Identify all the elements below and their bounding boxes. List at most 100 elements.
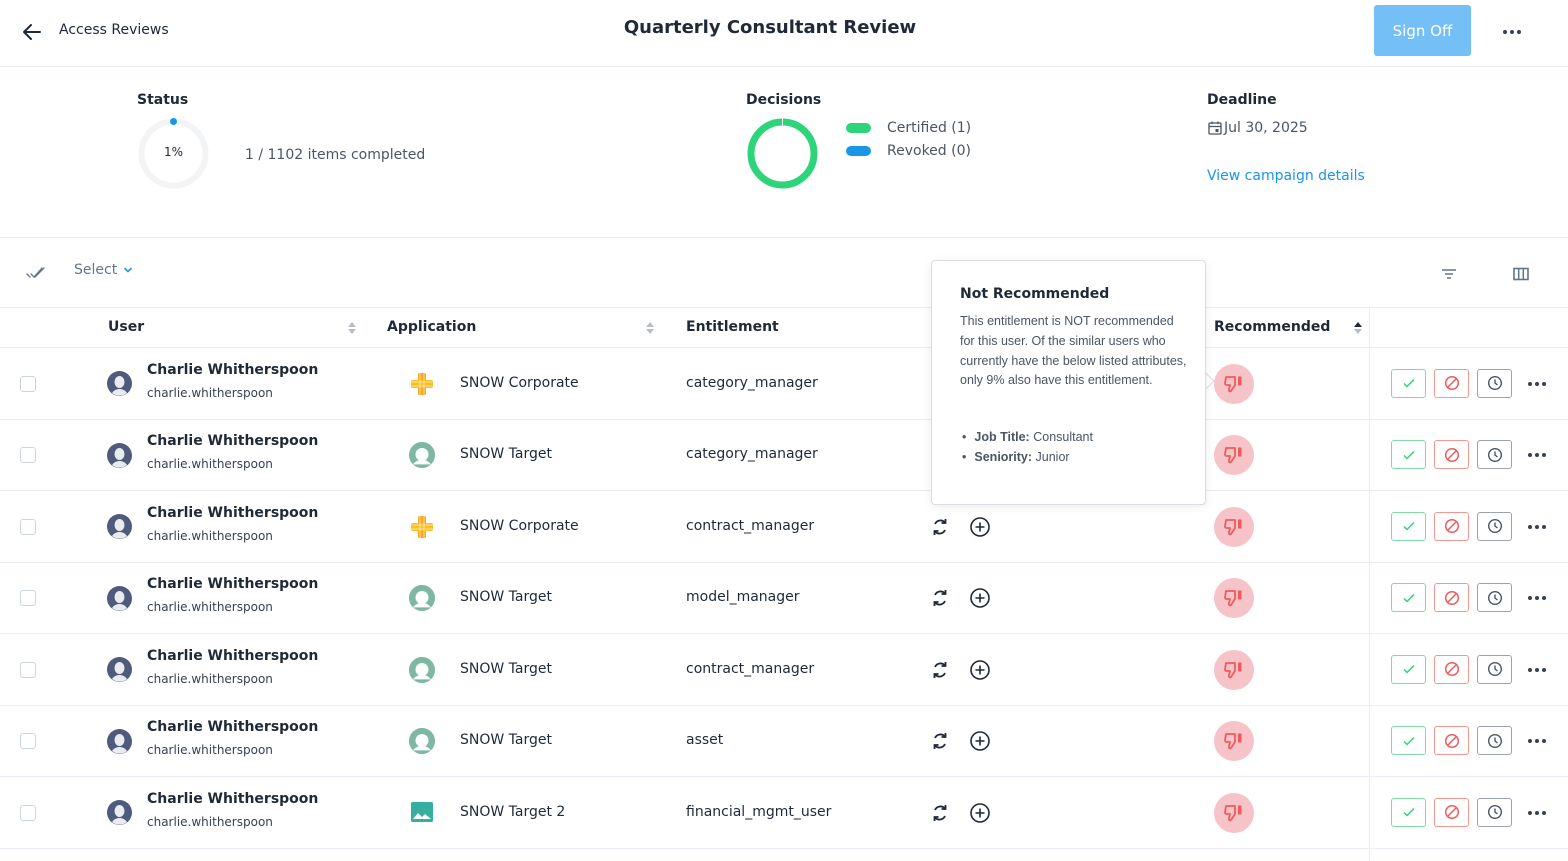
- row-checkbox[interactable]: [20, 661, 36, 678]
- refresh-icon[interactable]: [929, 659, 951, 681]
- column-application[interactable]: Application: [387, 319, 477, 335]
- user-name[interactable]: Charlie Whitherspoon: [147, 790, 319, 807]
- user-id: charlie.whitherspoon: [147, 385, 273, 400]
- recommendation-popover: Not Recommended This entitlement is NOT …: [931, 260, 1206, 505]
- revoke-button[interactable]: [1434, 440, 1469, 470]
- not-recommended-badge[interactable]: [1214, 578, 1254, 619]
- row-checkbox[interactable]: [20, 804, 36, 821]
- legend-certified: Certified (1): [846, 120, 971, 136]
- target-app-icon: [408, 727, 436, 755]
- approve-button[interactable]: [1391, 797, 1426, 827]
- user-name[interactable]: Charlie Whitherspoon: [147, 504, 319, 521]
- approve-button[interactable]: [1391, 654, 1426, 684]
- user-name[interactable]: Charlie Whitherspoon: [147, 719, 319, 736]
- user-name[interactable]: Charlie Whitherspoon: [147, 433, 319, 450]
- column-entitlement[interactable]: Entitlement: [686, 319, 779, 335]
- refresh-icon[interactable]: [929, 516, 951, 538]
- row-checkbox[interactable]: [20, 447, 36, 464]
- row-more-icon[interactable]: [1525, 376, 1549, 392]
- row-checkbox[interactable]: [20, 518, 36, 535]
- sort-icon[interactable]: [347, 320, 357, 336]
- add-circle-icon[interactable]: [969, 587, 991, 609]
- defer-button[interactable]: [1477, 654, 1512, 684]
- not-recommended-badge[interactable]: [1214, 792, 1254, 833]
- user-avatar-icon: [107, 585, 132, 611]
- not-recommended-badge[interactable]: [1214, 721, 1254, 762]
- refresh-icon[interactable]: [929, 730, 951, 752]
- deadline-value: Jul 30, 2025: [1224, 120, 1308, 136]
- thumbs-down-icon: [1224, 375, 1242, 393]
- add-circle-icon[interactable]: [969, 659, 991, 681]
- add-circle-icon[interactable]: [969, 730, 991, 752]
- user-name[interactable]: Charlie Whitherspoon: [147, 576, 319, 593]
- clock-icon: [1487, 805, 1502, 820]
- row-more-icon[interactable]: [1525, 733, 1549, 749]
- application-name: SNOW Target: [460, 589, 552, 606]
- defer-button[interactable]: [1477, 440, 1512, 470]
- revoke-button[interactable]: [1434, 726, 1469, 756]
- more-options-icon[interactable]: [1498, 20, 1526, 44]
- view-campaign-details-link[interactable]: View campaign details: [1207, 168, 1365, 184]
- approve-button[interactable]: [1391, 583, 1426, 613]
- application-name: SNOW Corporate: [460, 374, 579, 391]
- row-checkbox[interactable]: [20, 733, 36, 750]
- not-recommended-badge[interactable]: [1214, 363, 1254, 404]
- sort-ascending-icon[interactable]: [1353, 320, 1363, 336]
- row-checkbox[interactable]: [20, 375, 36, 392]
- revoke-button[interactable]: [1434, 797, 1469, 827]
- approve-button[interactable]: [1391, 440, 1426, 470]
- block-icon: [1444, 447, 1459, 462]
- defer-button[interactable]: [1477, 368, 1512, 398]
- block-icon: [1444, 376, 1459, 391]
- column-recommended[interactable]: Recommended: [1214, 319, 1331, 335]
- table-row: Charlie Whitherspoon charlie.whitherspoo…: [0, 634, 1568, 706]
- page-header: Access Reviews Quarterly Consultant Revi…: [0, 0, 1568, 67]
- attribute-seniority: Seniority: Junior: [962, 447, 1093, 467]
- columns-icon[interactable]: [1513, 266, 1529, 285]
- summary-panel: [0, 67, 1568, 238]
- status-label: Status: [137, 92, 189, 108]
- approve-button[interactable]: [1391, 726, 1426, 756]
- refresh-icon[interactable]: [929, 587, 951, 609]
- row-more-icon[interactable]: [1525, 519, 1549, 535]
- defer-button[interactable]: [1477, 583, 1512, 613]
- add-circle-icon[interactable]: [969, 516, 991, 538]
- double-check-icon[interactable]: [26, 265, 46, 284]
- certified-swatch: [846, 123, 871, 133]
- sign-off-button[interactable]: Sign Off: [1374, 5, 1471, 56]
- user-name[interactable]: Charlie Whitherspoon: [147, 647, 319, 664]
- approve-button[interactable]: [1391, 511, 1426, 541]
- row-more-icon[interactable]: [1525, 662, 1549, 678]
- defer-button[interactable]: [1477, 511, 1512, 541]
- revoke-button[interactable]: [1434, 511, 1469, 541]
- table-header: User Application Entitlement Recommended: [0, 308, 1568, 348]
- row-more-icon[interactable]: [1525, 447, 1549, 463]
- refresh-icon[interactable]: [929, 802, 951, 824]
- application-name: SNOW Target: [460, 660, 552, 677]
- user-avatar-icon: [107, 514, 132, 540]
- select-dropdown[interactable]: Select: [74, 262, 133, 278]
- revoke-button[interactable]: [1434, 368, 1469, 398]
- block-icon: [1444, 590, 1459, 605]
- not-recommended-badge[interactable]: [1214, 649, 1254, 690]
- not-recommended-badge[interactable]: [1214, 435, 1254, 476]
- user-name[interactable]: Charlie Whitherspoon: [147, 361, 319, 378]
- chevron-down-icon: [124, 267, 133, 273]
- revoke-button[interactable]: [1434, 654, 1469, 684]
- breadcrumb[interactable]: Access Reviews: [59, 22, 169, 38]
- defer-button[interactable]: [1477, 797, 1512, 827]
- sort-icon[interactable]: [645, 320, 655, 336]
- row-checkbox[interactable]: [20, 590, 36, 607]
- back-arrow-icon[interactable]: [20, 20, 44, 44]
- column-user[interactable]: User: [108, 319, 145, 335]
- approve-button[interactable]: [1391, 368, 1426, 398]
- row-more-icon[interactable]: [1525, 805, 1549, 821]
- not-recommended-badge[interactable]: [1214, 506, 1254, 547]
- filter-icon[interactable]: [1441, 266, 1457, 285]
- defer-button[interactable]: [1477, 726, 1512, 756]
- column-divider: [1369, 308, 1370, 861]
- popover-attributes: Job Title: Consultant Seniority: Junior: [962, 427, 1093, 467]
- revoke-button[interactable]: [1434, 583, 1469, 613]
- row-more-icon[interactable]: [1525, 590, 1549, 606]
- add-circle-icon[interactable]: [969, 802, 991, 824]
